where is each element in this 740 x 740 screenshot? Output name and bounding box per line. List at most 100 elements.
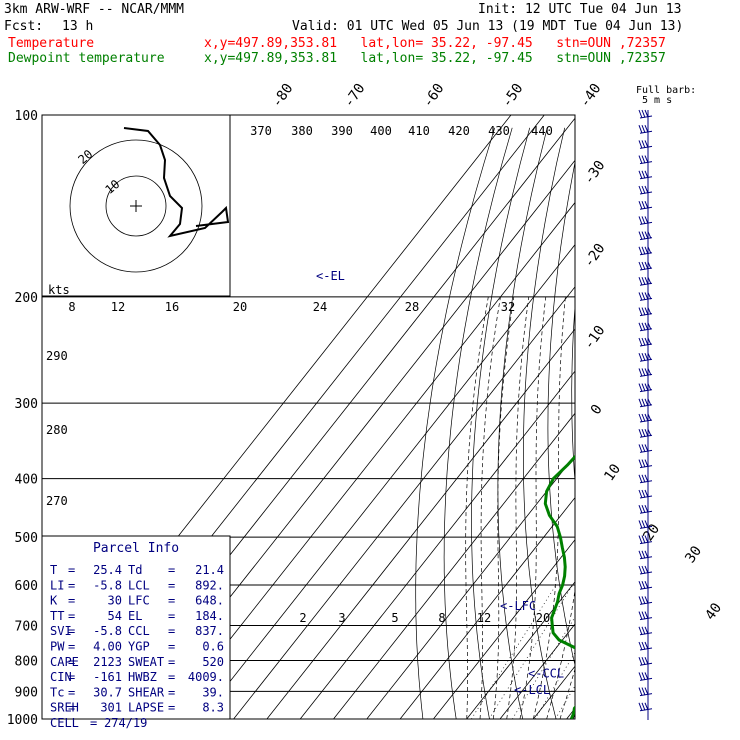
wind-barb [638, 702, 653, 712]
parcel-value: 30 [108, 594, 122, 608]
wind-barb [638, 185, 653, 195]
dry-adiabat [415, 127, 496, 719]
moist-adiabat-grid [465, 296, 575, 719]
isotherm [299, 370, 575, 719]
wind-barb [638, 201, 653, 210]
parcel-equals: = [168, 609, 175, 623]
theta-lower-label: 270 [46, 494, 68, 508]
theta-label: 430 [488, 124, 510, 138]
wind-barb-flag [638, 155, 643, 164]
dry-adiabat [700, 128, 740, 732]
wind-barb-flag [641, 505, 646, 513]
hodograph-speed-label: 28 [405, 300, 419, 314]
temperature-legend: Temperature [8, 36, 95, 51]
parcel-key: CCL [128, 624, 150, 638]
parcel-value: 25.4 [93, 563, 122, 577]
wind-barb [638, 413, 653, 423]
dry-adiabat [497, 127, 548, 719]
parcel-key: SHEAR [128, 685, 165, 699]
parcel-title: Parcel Info [93, 541, 179, 556]
parcel-key: T [50, 563, 57, 577]
parcel-value: -5.8 [93, 624, 122, 638]
hodograph-ring [69, 139, 203, 273]
wind-barb-flag [638, 307, 643, 316]
wind-barb-flag [641, 520, 646, 529]
parcel-key: TT [50, 609, 64, 623]
moist-adiabat [559, 667, 575, 719]
pressure-tick-label: 700 [15, 619, 38, 634]
parcel-key: Td [128, 563, 142, 577]
wind-barb-flag [638, 109, 643, 119]
wind-barb-flag [641, 246, 646, 255]
parcel-info-panel: Parcel Info T = 25.4 Td = 21.4 LI = -5.8 LCL = 892. K… [41, 535, 231, 730]
isotherm-label: -70 [341, 81, 369, 111]
parcel-cell-key: CELL [50, 716, 79, 730]
wind-barb-flag [641, 170, 646, 179]
wind-barb [638, 125, 653, 134]
isotherm-label: -10 [581, 323, 609, 353]
parcel-equals: = [168, 624, 175, 638]
wind-barb-flag [641, 231, 646, 240]
parcel-equals: = [168, 563, 175, 577]
parcel-equals: = [168, 685, 175, 699]
hodograph-ring [105, 175, 167, 237]
wind-barb-flag [638, 626, 643, 635]
parcel-key: YGP [128, 640, 150, 654]
wind-barb-flag [638, 201, 643, 210]
parcel-value: 4.00 [93, 640, 122, 654]
wind-barb-flag [641, 261, 646, 270]
isotherm-label: 10 [601, 461, 624, 484]
isotherm-label: -50 [499, 81, 527, 111]
parcel-key: Tc [50, 685, 64, 699]
parcel-cell-value: 274/19 [104, 716, 147, 730]
parcel-equals: = [68, 640, 75, 654]
pressure-tick-label: 800 [15, 654, 38, 669]
wind-barb-flag [641, 641, 646, 650]
wind-barb-flag [641, 687, 646, 696]
wind-barb [638, 292, 653, 301]
wind-barb [638, 459, 653, 469]
wind-barb-flag [641, 292, 646, 301]
hodograph-speed-label: 24 [313, 300, 327, 314]
wind-barb-flag [641, 565, 646, 574]
theta-label: 370 [250, 124, 272, 138]
pressure-tick-label: 900 [15, 685, 38, 700]
wind-barb-flag [638, 140, 643, 149]
wind-barb-flag [638, 322, 643, 331]
wind-barb-flag [641, 489, 646, 498]
wind-barb-flag [638, 459, 643, 468]
wind-barb-flag [638, 292, 643, 301]
wind-barb-flag [638, 550, 643, 559]
mixing-ratio-line [555, 685, 575, 719]
mixing-ratio-label: 20 [536, 611, 550, 625]
wind-barb-flag [638, 581, 643, 590]
wind-barb [638, 231, 653, 241]
barb-legend-units: 5 m s [642, 95, 672, 106]
dry-adiabat [595, 128, 661, 732]
theta-label: 440 [531, 124, 553, 138]
parcel-equals: = [68, 609, 75, 623]
wind-barb-flag [641, 611, 646, 620]
isotherm [399, 496, 575, 719]
wind-barb-flag [641, 140, 646, 149]
moist-adiabat [532, 296, 566, 719]
wind-barb [638, 261, 653, 271]
wind-barb [638, 672, 653, 681]
wind-barb-flag [641, 109, 646, 118]
parcel-value: 39. [202, 685, 224, 699]
mixing-ratio-line [582, 585, 660, 719]
wind-barb-flag [641, 581, 646, 589]
parcel-value: 4009. [188, 670, 224, 684]
hodograph-trace [123, 127, 230, 238]
wind-barb [638, 444, 653, 453]
level-label: <-CCL [528, 666, 564, 680]
wind-barb-flag [638, 657, 643, 666]
dry-adiabat [571, 302, 575, 485]
wind-barb [638, 109, 653, 119]
wind-barb-flag [638, 125, 643, 134]
wind-barb-flag [641, 459, 646, 468]
wind-barb [638, 140, 653, 149]
pressure-tick-label: 400 [15, 473, 38, 488]
parcel-key: PW [50, 640, 65, 654]
